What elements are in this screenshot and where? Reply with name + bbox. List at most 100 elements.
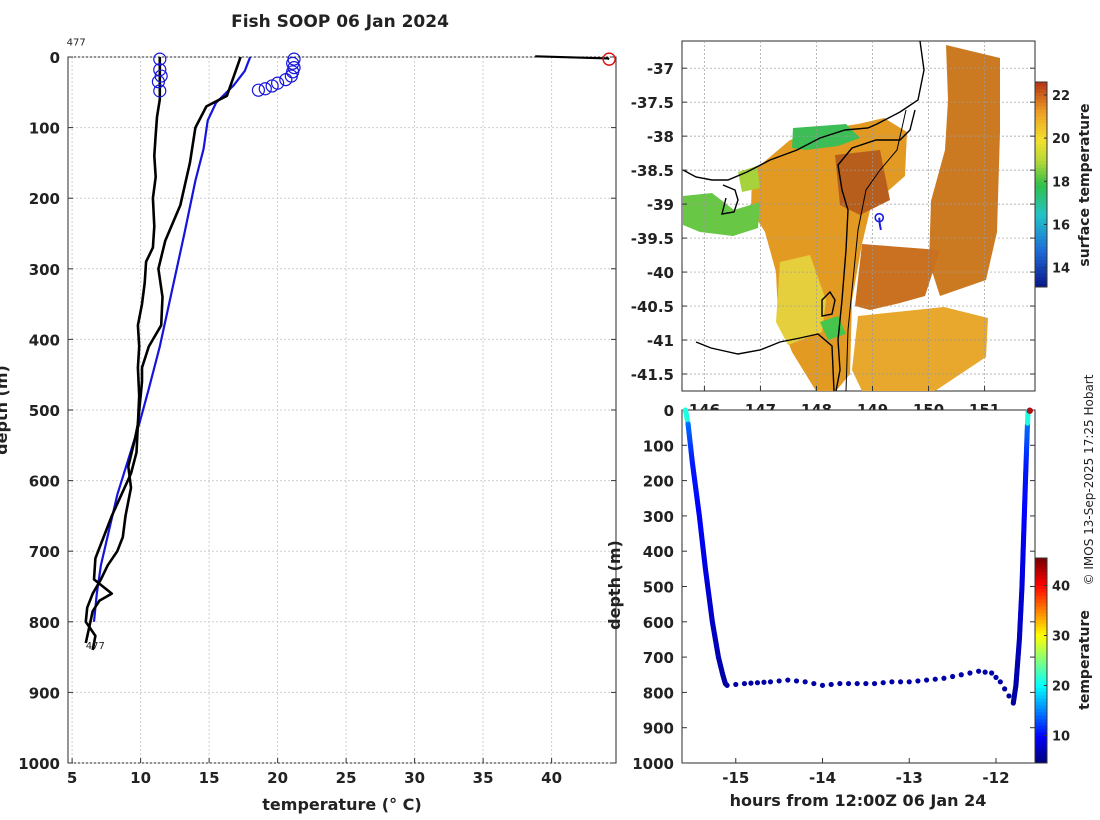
map-colorbar-frame: [1034, 81, 1048, 288]
profile-marker: [151, 75, 166, 89]
track-dot: [854, 680, 860, 687]
profile-grid: [68, 56, 616, 764]
track-colorbar-swatch: [1035, 670, 1047, 675]
map-colorbar-swatch: [1035, 157, 1047, 162]
track-colorbar-swatch: [1035, 681, 1047, 685]
track-colorbar-swatch: [1035, 708, 1047, 713]
track-colorbar-swatch: [1035, 674, 1047, 679]
profile-y-tick-label: 700: [29, 543, 60, 561]
profile-x-tick-label: 20: [267, 769, 288, 787]
track-y-tick-label: 0: [664, 402, 674, 420]
track-dot: [906, 679, 912, 685]
track-dot: [863, 680, 869, 687]
map-panel: -37 -37.5 -38 -38.5 -39 -39.5 -40 -40.5 -41 -41.5…: [631, 40, 1093, 419]
track-colorbar-swatch: [1035, 742, 1047, 747]
map-colorbar-swatch: [1035, 266, 1047, 271]
track-colorbar-swatch: [1035, 657, 1047, 661]
profile-x-tick-label: 35: [473, 769, 494, 787]
track-colorbar-swatch: [1035, 568, 1047, 573]
track-dot: [733, 681, 739, 688]
map-colorbar-swatch: [1035, 225, 1047, 230]
map-colorbar-swatch: [1035, 280, 1047, 285]
map-colorbar: 14 16 18 20 22: [1034, 81, 1070, 288]
profile-y-tick-label: 500: [29, 402, 60, 420]
track-colorbar-swatch: [1035, 756, 1047, 761]
profile-annotation: 477: [86, 641, 105, 652]
profile-line-profile-b: [84, 57, 162, 644]
map-colorbar-tick-label: 16: [1052, 218, 1070, 233]
track-colorbar-swatch: [1035, 609, 1047, 614]
map-colorbar-swatch: [1035, 85, 1047, 90]
track-colorbar-swatch: [1035, 629, 1047, 634]
map-colorbar-swatch: [1035, 283, 1047, 288]
map-colorbar-swatch: [1035, 256, 1047, 261]
map-colorbar-swatch: [1035, 252, 1047, 257]
figure-title: Fish SOOP 06 Jan 2024: [231, 12, 449, 32]
track-colorbar-swatch: [1035, 575, 1047, 579]
profile-y-tick-label: 600: [29, 473, 60, 491]
track-dot: [754, 680, 761, 686]
track-dot: [819, 682, 826, 688]
track-colorbar-swatch: [1035, 735, 1047, 740]
map-colorbar-tick-label: 18: [1052, 175, 1070, 190]
profile-y-tick-label: 0: [50, 49, 60, 67]
track-y-label: depth (m): [605, 540, 624, 630]
map-colorbar-swatch: [1035, 143, 1047, 148]
profile-panel: 0 100 200 300 400 500 600 700 800 900 1000 5 10 15 20…: [0, 37, 617, 814]
map-colorbar-swatch: [1035, 184, 1047, 189]
track-colorbar-swatch: [1035, 715, 1047, 720]
map-colorbar-swatch: [1035, 215, 1047, 220]
map-y-tick-label: -41: [647, 332, 674, 350]
profile-y-tick-label: 200: [29, 190, 60, 208]
track-dot: [828, 681, 834, 688]
map-colorbar-swatch: [1035, 160, 1047, 165]
track-dot: [993, 674, 999, 680]
profile-marker: [251, 83, 266, 97]
profile-marker: [265, 79, 279, 93]
map-colorbar-swatch: [1035, 211, 1047, 216]
map-colorbar-swatch: [1035, 126, 1047, 131]
track-colorbar-swatch: [1035, 739, 1047, 743]
track-dot: [785, 677, 791, 683]
map-colorbar-swatch: [1035, 232, 1047, 237]
map-colorbar-tick-label: 22: [1052, 89, 1070, 104]
track-colorbar-swatch: [1035, 677, 1047, 682]
map-colorbar-swatch: [1035, 99, 1047, 103]
map-colorbar-swatch: [1035, 228, 1047, 233]
profile-outlier-line: [535, 55, 610, 61]
track-dot: [967, 670, 973, 676]
profile-series: [84, 52, 616, 651]
track-colorbar-swatch: [1035, 646, 1047, 651]
map-colorbar-swatch: [1035, 105, 1047, 110]
track-colorbar-label: temperature: [1077, 610, 1093, 710]
track-colorbar: 10 20 30 40: [1034, 557, 1070, 764]
track-colorbar-tick-label: 20: [1052, 680, 1070, 695]
track-y-tick-label: 300: [643, 508, 674, 526]
track-dot: [724, 682, 730, 688]
track-colorbar-swatch: [1035, 663, 1047, 668]
track-colorbar-swatch: [1035, 643, 1047, 648]
profile-x-tick-label: 25: [336, 769, 357, 787]
track-y-tick-label: 500: [643, 579, 674, 597]
track-dot: [767, 679, 774, 685]
track-colorbar-swatch: [1035, 564, 1047, 569]
map-y-tick-label: -38.5: [631, 162, 674, 180]
profile-x-tick-label: 40: [541, 769, 562, 787]
track-dot: [1006, 693, 1012, 699]
map-colorbar-swatch: [1035, 88, 1047, 93]
track-colorbar-swatch: [1035, 619, 1047, 624]
track-dot: [976, 668, 982, 674]
track-dot: [1002, 686, 1008, 692]
track-colorbar-swatch: [1035, 718, 1047, 723]
track-dot: [811, 680, 817, 687]
profile-y-tick-label: 300: [29, 261, 60, 279]
track-colorbar-tick-label: 10: [1052, 730, 1070, 745]
profile-marker: [153, 84, 167, 98]
track-colorbar-tick-label: 30: [1052, 630, 1070, 645]
map-colorbar-swatch: [1035, 150, 1047, 155]
map-colorbar-swatch: [1035, 109, 1047, 114]
track-colorbar-swatch: [1035, 650, 1047, 655]
track-dot: [982, 669, 988, 675]
track-y-ticks: 0 100 200 300 400 500 600 700 800 900 1000: [632, 402, 1035, 773]
track-dot: [802, 679, 808, 685]
